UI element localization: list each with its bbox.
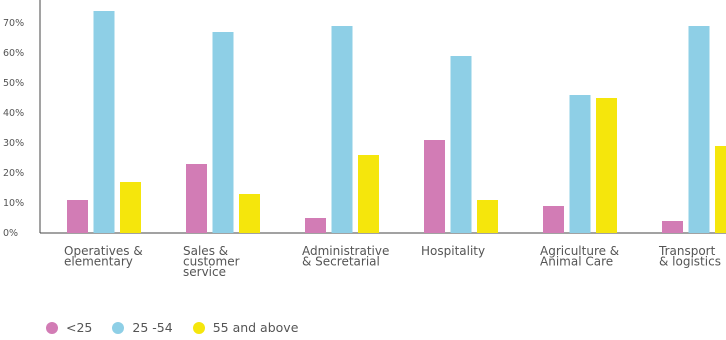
- bar: [477, 200, 498, 233]
- category-label: Sales & customer service: [183, 244, 240, 279]
- legend-swatch-25-54: [112, 321, 125, 334]
- bar: [543, 206, 564, 233]
- bar: [569, 95, 591, 233]
- legend-item-25-54: 25 -54: [112, 320, 173, 335]
- category-labels: Operatives & elementary Sales & customer ser…: [64, 244, 721, 279]
- bar: [186, 164, 207, 233]
- bar: [305, 218, 326, 233]
- legend-label-55-above: 55 and above: [212, 320, 299, 335]
- y-tick-label: 20%: [3, 168, 24, 179]
- bar: [424, 140, 445, 233]
- y-axis-ticks: 0% 10% 20% 30% 40% 50% 60% 70%: [3, 18, 24, 239]
- bar: [331, 26, 353, 233]
- bar: [120, 182, 141, 233]
- bar: [67, 200, 88, 233]
- y-tick-label: 70%: [3, 18, 24, 29]
- category-label: Agriculture & Animal Care: [540, 244, 619, 269]
- bar: [715, 146, 726, 233]
- bar: [662, 221, 683, 233]
- bars-group: [67, 11, 726, 233]
- category-label: Administrative & Secretarial: [302, 244, 389, 269]
- legend: <25 25 -54 55 and above: [46, 320, 318, 335]
- y-tick-label: 30%: [3, 138, 24, 149]
- legend-swatch-under-25: [46, 321, 58, 334]
- category-label: Transport & logistics: [658, 244, 721, 269]
- bar: [450, 56, 472, 233]
- y-tick-label: 40%: [3, 108, 24, 119]
- legend-item-under-25: <25: [46, 320, 92, 335]
- y-tick-label: 10%: [3, 198, 24, 209]
- bar: [212, 32, 234, 233]
- y-tick-label: 60%: [3, 48, 24, 59]
- bar: [358, 155, 379, 233]
- bar-chart: 0% 10% 20% 30% 40% 50% 60% 70% Operatives & elem…: [3, 0, 726, 279]
- y-tick-label: 0%: [3, 228, 18, 239]
- bar: [93, 11, 115, 233]
- legend-swatch-55-above: [192, 321, 205, 334]
- legend-item-55-above: 55 and above: [192, 320, 299, 335]
- y-tick-label: 50%: [3, 78, 24, 89]
- bar: [239, 194, 260, 233]
- bar: [596, 98, 617, 233]
- legend-label-25-54: 25 -54: [132, 320, 173, 335]
- legend-label-under-25: <25: [66, 320, 93, 335]
- bar: [688, 26, 710, 233]
- category-label: Operatives & elementary: [64, 244, 143, 269]
- category-label: Hospitality: [421, 244, 485, 258]
